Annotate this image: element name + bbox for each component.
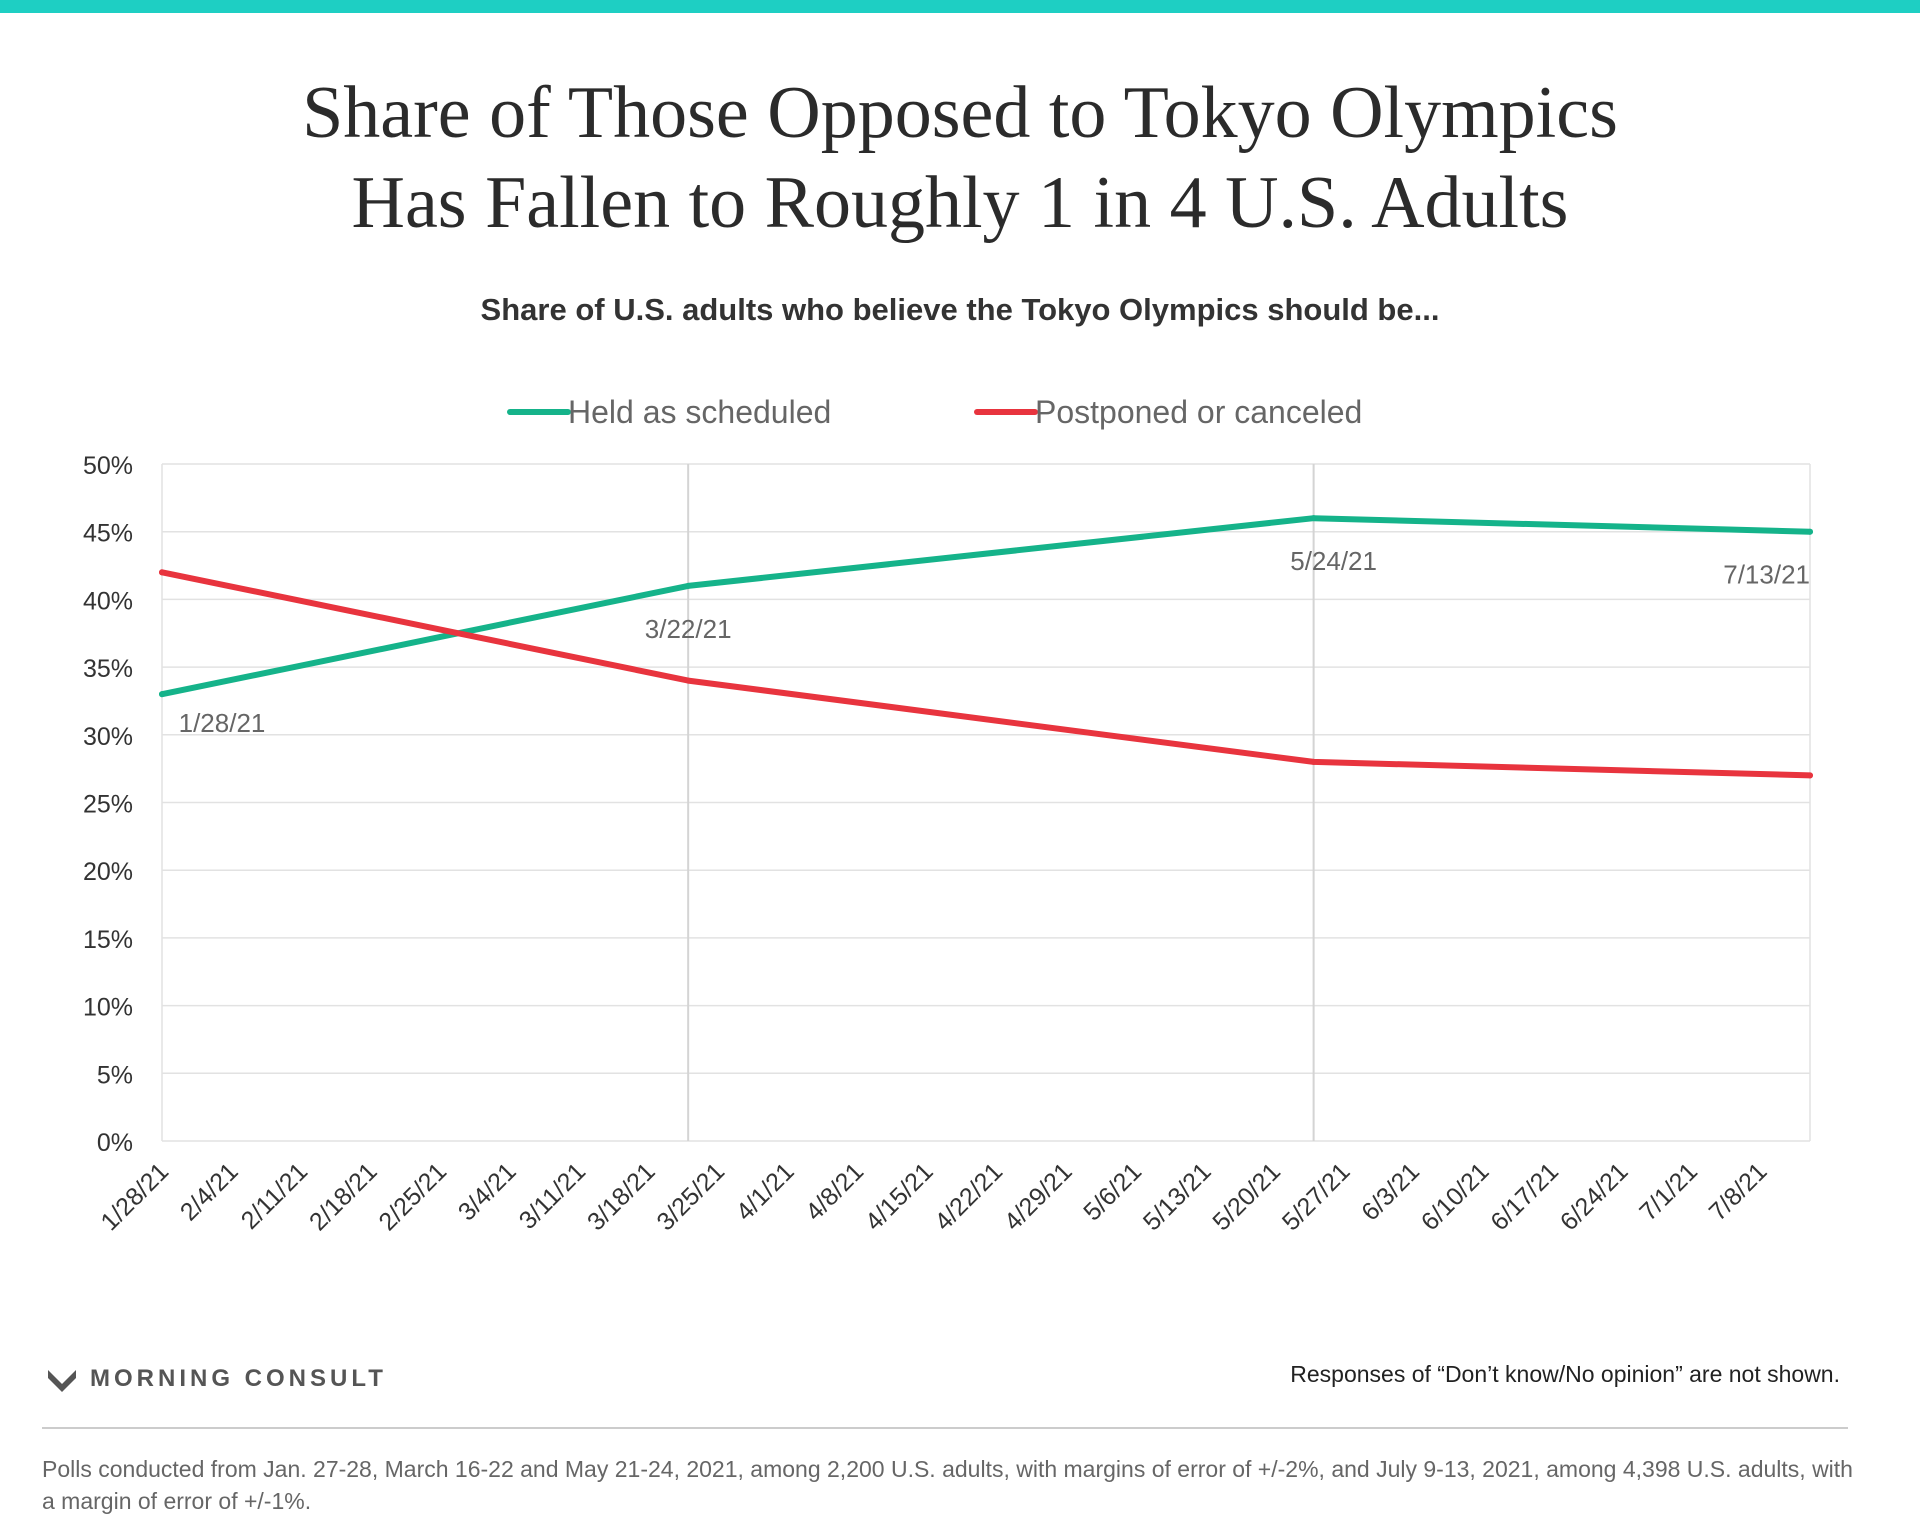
y-tick-label: 5%	[97, 1061, 133, 1089]
data-point-postponed	[685, 677, 692, 684]
brand-name: MORNING CONSULT	[90, 1365, 387, 1392]
x-tick-label: 6/3/21	[1356, 1157, 1425, 1226]
x-tick-label: 7/1/21	[1634, 1157, 1703, 1226]
x-tick-label: 1/28/21	[95, 1157, 174, 1236]
y-tick-label: 50%	[83, 452, 133, 480]
y-tick-label: 20%	[83, 858, 133, 886]
data-point-postponed	[159, 569, 165, 576]
chart-subtitle: Share of U.S. adults who believe the Tok…	[480, 292, 1440, 327]
y-tick-label: 45%	[83, 520, 133, 548]
x-tick-label: 4/22/21	[929, 1157, 1008, 1236]
x-tick-label: 3/11/21	[514, 1157, 591, 1234]
data-point-held	[159, 691, 165, 698]
methodology-footnote: Polls conducted from Jan. 27-28, March 1…	[42, 1456, 1853, 1514]
responses-note: Responses of “Don’t know/No opinion” are…	[1290, 1361, 1840, 1387]
x-tick-label: 2/18/21	[304, 1157, 383, 1236]
legend-label: Held as scheduled	[568, 394, 831, 430]
title-line-1: Share of Those Opposed to Tokyo Olympics	[302, 72, 1618, 154]
x-tick-label: 6/24/21	[1555, 1157, 1634, 1236]
x-tick-label: 5/20/21	[1207, 1157, 1286, 1236]
x-tick-label: 7/8/21	[1704, 1157, 1773, 1226]
x-tick-label: 5/13/21	[1138, 1157, 1217, 1236]
point-date-label: 1/28/21	[179, 708, 266, 738]
x-tick-label: 2/25/21	[373, 1157, 452, 1236]
footer-divider	[42, 1427, 1848, 1429]
x-tick-label: 3/25/21	[651, 1157, 730, 1236]
point-date-label: 3/22/21	[645, 614, 732, 644]
x-tick-label: 2/11/21	[236, 1157, 313, 1234]
y-tick-label: 30%	[83, 723, 133, 751]
y-tick-label: 15%	[83, 926, 133, 954]
point-date-label: 5/24/21	[1290, 546, 1377, 576]
data-point-postponed	[1807, 772, 1813, 779]
series-line-held	[159, 515, 1813, 698]
title-line-2: Has Fallen to Roughly 1 in 4 U.S. Adults	[351, 162, 1569, 244]
series-line-postponed	[159, 569, 1813, 779]
morning-consult-logo-icon	[48, 1370, 76, 1392]
x-tick-label: 4/8/21	[800, 1157, 869, 1226]
top-accent-bar	[0, 0, 1920, 13]
x-tick-label: 3/18/21	[582, 1157, 661, 1236]
x-tick-label: 5/27/21	[1277, 1157, 1356, 1236]
x-tick-label: 6/17/21	[1485, 1157, 1564, 1236]
x-tick-label: 3/4/21	[453, 1157, 522, 1226]
data-point-postponed	[1310, 758, 1317, 765]
x-tick-label: 4/1/21	[731, 1157, 800, 1226]
point-date-label: 7/13/21	[1723, 560, 1810, 590]
legend-label: Postponed or canceled	[1035, 394, 1362, 430]
data-point-held	[685, 582, 692, 589]
y-tick-label: 40%	[83, 587, 133, 615]
x-tick-label: 5/6/21	[1078, 1157, 1147, 1226]
y-tick-label: 35%	[83, 655, 133, 683]
x-tick-label: 4/15/21	[860, 1157, 939, 1236]
y-tick-label: 10%	[83, 994, 133, 1022]
y-tick-label: 25%	[83, 791, 133, 819]
x-tick-label: 6/10/21	[1416, 1157, 1495, 1236]
data-point-held	[1807, 528, 1813, 535]
data-point-held	[1310, 515, 1317, 522]
x-tick-label: 4/29/21	[999, 1157, 1078, 1236]
y-tick-label: 0%	[97, 1129, 133, 1157]
x-tick-label: 2/4/21	[175, 1157, 244, 1226]
line-chart: 0%5%10%15%20%25%30%35%40%45%50%1/28/21 2/…	[83, 394, 1813, 1236]
brand-logo: MORNING CONSULT	[46, 1364, 387, 1394]
chart-title: Share of Those Opposed to Tokyo Olympics…	[0, 68, 1920, 248]
